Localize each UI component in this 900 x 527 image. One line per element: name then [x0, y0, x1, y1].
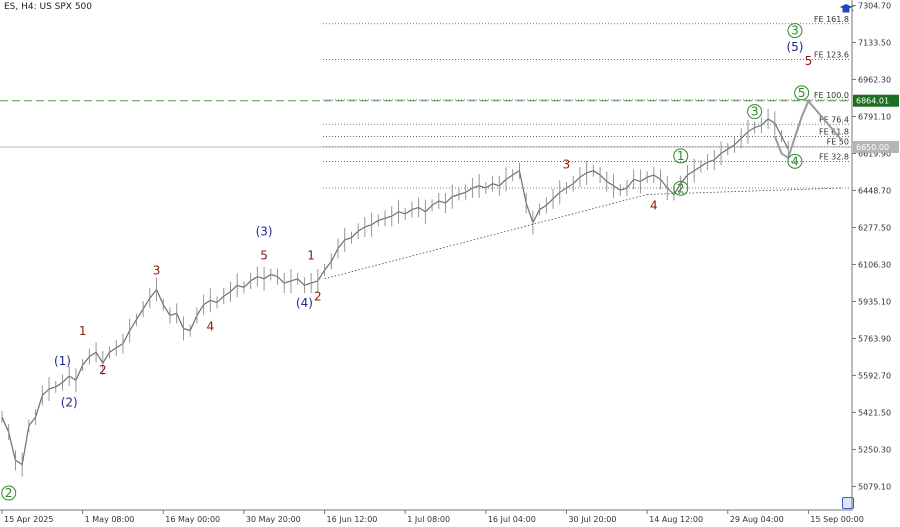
wave-label: 3 [791, 24, 799, 38]
wave-label: 1 [79, 324, 87, 338]
wave-label: 5 [798, 86, 806, 100]
y-tick-label: 6277.50 [858, 223, 891, 232]
projected-path [773, 99, 843, 160]
trendline [324, 194, 648, 280]
y-tick-label: 5079.10 [858, 482, 891, 491]
x-tick-label: 15 Apr 2025 [4, 515, 53, 524]
green-price-badge [853, 94, 899, 107]
gray-price-label: 6650.00 [856, 143, 889, 152]
x-tick-label: 30 May 20:00 [246, 515, 301, 524]
wave-circle [673, 180, 689, 196]
wave-circle [1, 485, 17, 501]
wave-label: 3 [563, 158, 571, 172]
x-tick-label: 14 Aug 12:00 [649, 515, 703, 524]
y-tick-label: 5421.50 [858, 408, 891, 417]
wave-label: (4) [296, 296, 313, 310]
wave-label: (3) [256, 225, 273, 239]
wave-label: 2 [314, 289, 322, 303]
wave-circle [794, 85, 810, 101]
wave-label: 2 [5, 486, 13, 500]
wave-label: 5 [805, 54, 813, 68]
y-tick-label: 6448.70 [858, 186, 891, 195]
y-tick-label: 7133.50 [858, 38, 891, 47]
x-tick-label: 30 Jul 20:00 [568, 515, 616, 524]
price-line [1, 118, 789, 466]
wave-label: (1) [54, 354, 71, 368]
wave-label: 1 [307, 248, 315, 262]
y-tick-label: 5763.90 [858, 334, 891, 343]
x-tick-label: 16 Jun 12:00 [327, 515, 378, 524]
wave-label: 5 [260, 248, 268, 262]
y-tick-label: 6962.30 [858, 75, 891, 84]
fib-level-label: FE 161.8 [814, 15, 849, 24]
x-tick-label: 15 Sep 00:00 [810, 515, 863, 524]
y-tick-label: 5935.10 [858, 297, 891, 306]
gray-price-badge [853, 140, 899, 153]
y-tick-label: 7304.70 [858, 1, 891, 10]
x-tick-label: 29 Aug 04:00 [730, 515, 784, 524]
wave-label: (2) [61, 395, 78, 409]
fibonacci-levels: FE 161.8FE 123.6FE 100.0FE 76.4FE 61.8FE… [323, 15, 850, 189]
grid-layer [0, 100, 852, 148]
x-tick-label: 1 Jul 08:00 [407, 515, 450, 524]
x-tick-label: 1 May 08:00 [85, 515, 135, 524]
wave-circle [787, 23, 803, 39]
trendline [647, 187, 843, 195]
chart-scroll-button[interactable] [842, 497, 854, 509]
price-series [1, 99, 843, 477]
y-tick-label: 5250.30 [858, 445, 891, 454]
chart-title: ES, H4: US SPX 500 [4, 2, 93, 12]
wave-label: 4 [791, 154, 799, 168]
wave-label: (5) [786, 40, 803, 54]
y-tick-label: 6619.90 [858, 149, 891, 158]
wave-circle [673, 148, 689, 164]
y-tick-label: 5592.70 [858, 371, 891, 380]
wave-label: 3 [153, 263, 161, 277]
wave-label: 4 [650, 199, 658, 213]
graduation-cap-icon[interactable] [840, 4, 852, 14]
wave-label: 3 [751, 105, 759, 119]
wave-label: 2 [677, 181, 685, 195]
wave-label: 1 [677, 149, 685, 163]
fib-level-label: FE 123.6 [814, 50, 849, 59]
fib-level-label: FE 32.8 [819, 152, 849, 161]
wave-circle [787, 153, 803, 169]
wave-circle [747, 104, 763, 120]
fib-level-label: FE 76.4 [819, 115, 849, 124]
fib-level-label: FE 100.0 [814, 91, 849, 100]
wave-label: 2 [99, 363, 107, 377]
green-price-label: 6864.01 [856, 97, 889, 106]
x-tick-label: 16 May 00:00 [165, 515, 220, 524]
trendlines [324, 187, 843, 280]
x-tick-label: 16 Jul 04:00 [488, 515, 536, 524]
y-tick-label: 6791.10 [858, 112, 891, 121]
y-tick-label: 6106.30 [858, 260, 891, 269]
fib-level-label: FE 50 [827, 138, 849, 147]
wave-label: 4 [206, 320, 214, 334]
